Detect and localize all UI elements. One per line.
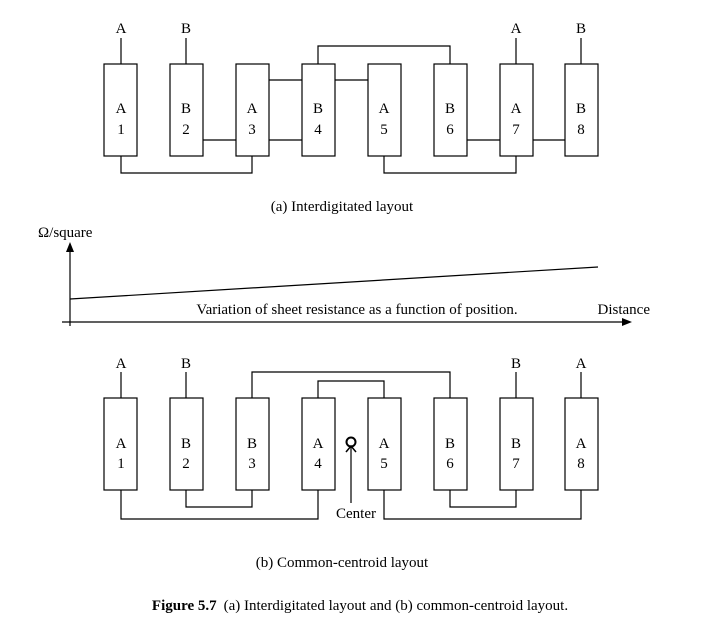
- resistor-number: 2: [182, 122, 190, 138]
- wire-a1-a4: [120, 490, 319, 520]
- resistor-number: 6: [446, 122, 454, 138]
- resistor-number: 7: [512, 456, 520, 472]
- resistor-letter: A: [116, 436, 127, 452]
- resistor-b4: [301, 63, 336, 157]
- interdigitated-layout: A B A B A 1 B 2 A 3 B 4 A 5 B 6 A 7 B: [103, 21, 599, 215]
- figure-text: (a) Interdigitated layout and (b) common…: [224, 598, 568, 614]
- resistor-number: 2: [182, 456, 190, 472]
- resistor-b6: [433, 63, 468, 157]
- terminal-label-b: B: [511, 356, 521, 372]
- resistor-b2: [169, 397, 204, 491]
- resistor-letter: A: [379, 101, 390, 117]
- resistor-a8: [564, 397, 599, 491]
- resistor-b6: [433, 397, 468, 491]
- x-axis-label: Distance: [598, 302, 651, 318]
- resistor-number: 3: [248, 456, 256, 472]
- resistor-number: 8: [577, 122, 585, 138]
- resistor-a3: [235, 63, 270, 157]
- common-centroid-layout: A B B A A 1 B 2 B 3 A 4 A 5 B 6 B 7 A: [103, 356, 599, 571]
- resistor-letter: B: [247, 436, 257, 452]
- caption-b: (b) Common-centroid layout: [256, 555, 429, 571]
- resistor-letter: A: [116, 101, 127, 117]
- resistor-b8: [564, 63, 599, 157]
- resistor-number: 6: [446, 456, 454, 472]
- caption-a: (a) Interdigitated layout: [271, 199, 414, 215]
- resistor-number: 4: [314, 456, 322, 472]
- resistor-letter: A: [247, 101, 258, 117]
- resistor-b2: [169, 63, 204, 157]
- resistor-b7: [499, 397, 534, 491]
- resistance-line: [69, 266, 599, 300]
- wire-b3-b6: [251, 371, 451, 398]
- wire-b6-b7: [449, 490, 517, 508]
- resistor-letter: B: [181, 101, 191, 117]
- figure-caption: Figure 5.7 (a) Interdigitated layout and …: [152, 598, 568, 614]
- terminal-label-b: B: [181, 356, 191, 372]
- resistor-number: 1: [117, 122, 125, 138]
- center-marker-icon: [345, 436, 357, 503]
- terminal-label-a: A: [576, 356, 587, 372]
- terminal-label-a: A: [116, 21, 127, 37]
- resistor-letter: B: [445, 436, 455, 452]
- x-axis-arrowhead: [622, 318, 632, 326]
- terminal-label-b: B: [181, 21, 191, 37]
- resistor-number: 7: [512, 122, 520, 138]
- resistor-letter: A: [576, 436, 587, 452]
- resistor-a1: [103, 63, 138, 157]
- graph-annotation: Variation of sheet resistance as a funct…: [196, 302, 517, 318]
- wire-a5-a8: [383, 490, 582, 520]
- resistor-a5: [367, 397, 402, 491]
- terminal-label-a: A: [511, 21, 522, 37]
- wire-a1-a3: [120, 156, 253, 174]
- resistor-a7: [499, 63, 534, 157]
- center-label: Center: [336, 506, 376, 522]
- resistor-b3: [235, 397, 270, 491]
- wire-b4-b6: [317, 45, 451, 64]
- resistor-number: 1: [117, 456, 125, 472]
- resistor-letter: A: [379, 436, 390, 452]
- resistor-number: 3: [248, 122, 256, 138]
- terminal-label-a: A: [116, 356, 127, 372]
- figure-number: Figure 5.7: [152, 598, 217, 614]
- resistor-letter: B: [313, 101, 323, 117]
- terminal-label-b: B: [576, 21, 586, 37]
- resistor-number: 5: [380, 456, 388, 472]
- y-axis-label: Ω/square: [38, 225, 93, 241]
- resistor-letter: B: [576, 101, 586, 117]
- resistor-number: 5: [380, 122, 388, 138]
- y-axis-arrowhead: [66, 242, 74, 252]
- resistor-letter: A: [511, 101, 522, 117]
- resistor-number: 4: [314, 122, 322, 138]
- resistor-letter: B: [511, 436, 521, 452]
- resistor-a5: [367, 63, 402, 157]
- resistor-letter: B: [445, 101, 455, 117]
- resistor-a4: [301, 397, 336, 491]
- resistor-letter: A: [313, 436, 324, 452]
- resistor-letter: B: [181, 436, 191, 452]
- wire-a5-a7: [383, 156, 517, 174]
- resistor-a1: [103, 397, 138, 491]
- wire-b2-b3: [185, 490, 253, 508]
- resistor-number: 8: [577, 456, 585, 472]
- sheet-resistance-graph: Ω/square Variation of sheet resistance a…: [38, 225, 650, 326]
- wire-a4-a5: [317, 380, 385, 398]
